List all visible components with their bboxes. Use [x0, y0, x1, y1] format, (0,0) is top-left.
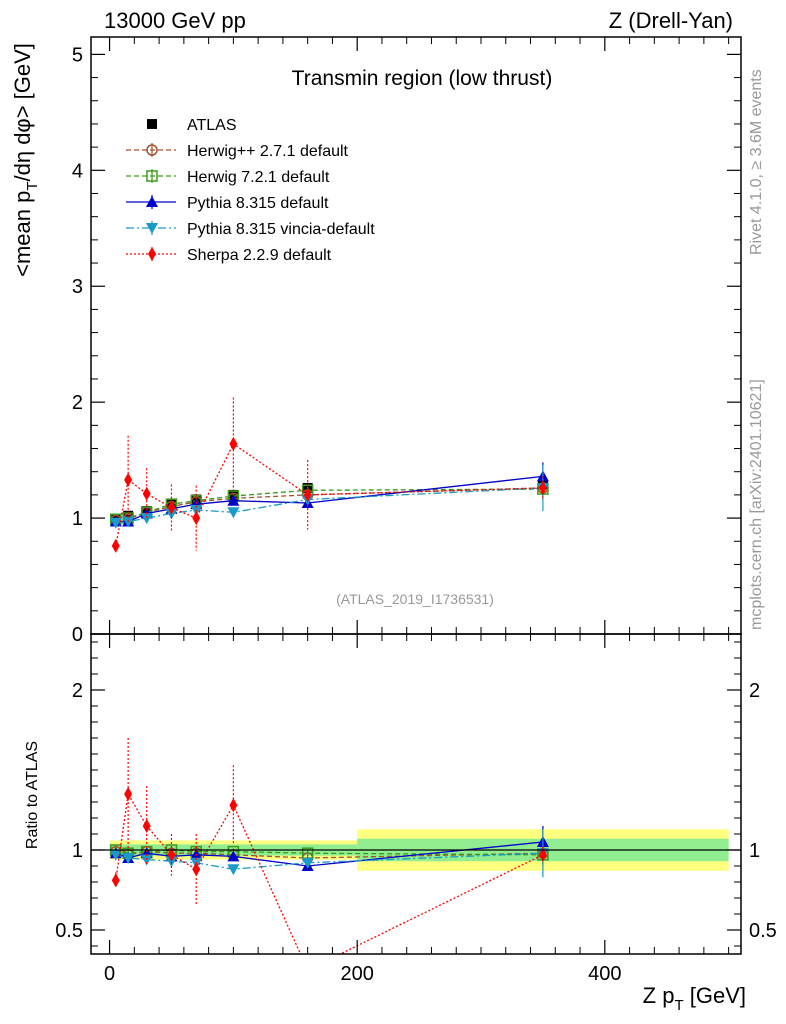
data-point: [192, 511, 201, 526]
legend-marker: [146, 223, 158, 234]
ratio-point: [301, 857, 314, 869]
main-ylabel: <mean pT/dη dφ> [GeV]: [10, 43, 41, 277]
legend-marker: [146, 196, 158, 207]
ratio-point: [227, 864, 240, 876]
ratio-point: [192, 862, 201, 877]
ratio-line: [115, 850, 543, 859]
legend-marker: [148, 247, 156, 261]
legend-item-pythia-8-315-vincia-default: Pythia 8.315 vincia-default: [126, 221, 375, 238]
x-tick-label: 200: [341, 963, 374, 985]
ratio-point: [142, 819, 151, 833]
y-tick-label: 0.5: [55, 920, 83, 942]
data-point: [227, 494, 240, 506]
ratio-point: [229, 798, 238, 813]
legend-item-herwig-7-2-1-default: Herwig 7.2.1 default: [126, 169, 330, 186]
ratio-point: [124, 787, 133, 801]
y-tick-label: 2: [72, 392, 83, 414]
mcplots-label: mcplots.cern.ch [arXiv:2401.10621]: [748, 379, 765, 630]
data-point: [140, 513, 153, 525]
series-herwig-7-2-1-default: [110, 479, 549, 525]
ratio-point: [109, 849, 122, 861]
y-tick-label: 2: [72, 680, 83, 702]
data-point: [122, 516, 135, 528]
series-line: [115, 487, 543, 522]
data-point: [111, 538, 120, 553]
legend-marker: [146, 170, 158, 182]
series-sherpa-2-2-9-default: [111, 397, 547, 553]
ratio-line: [115, 792, 544, 954]
x-tick-label: 0: [104, 963, 115, 985]
legend-marker: [146, 144, 158, 156]
ratio-ylabel: Ratio to ATLAS: [24, 741, 41, 849]
watermark: (ATLAS_2019_I1736531): [336, 591, 494, 607]
data-point: [229, 436, 238, 451]
legend-label: ATLAS: [187, 117, 237, 134]
header-left: 13000 GeV pp: [104, 8, 246, 33]
ratio-point: [304, 963, 312, 977]
y-tick-label: 0: [72, 624, 83, 646]
legend-marker: [147, 119, 157, 129]
y-tick-label: 1: [72, 508, 83, 530]
series-pythia-8-315-vincia-default: [109, 464, 549, 529]
data-point: [109, 517, 122, 529]
y-tick-label: 1: [72, 840, 83, 862]
y-tick-label-right: 1: [749, 840, 760, 862]
legend-item-sherpa-2-2-9-default: Sherpa 2.2.9 default: [126, 247, 332, 264]
data-point: [142, 486, 151, 501]
y-tick-label-right: 0.5: [749, 920, 777, 942]
header-right: Z (Drell-Yan): [609, 8, 733, 33]
ratio-point: [122, 853, 135, 864]
ratio-line: [115, 849, 543, 856]
legend-label: Pythia 8.315 vincia-default: [187, 221, 375, 238]
data-point: [303, 487, 312, 502]
legend-label: Herwig++ 2.7.1 default: [187, 143, 349, 160]
y-tick-label: 5: [72, 44, 83, 66]
x-axis-label: Z pT [GeV]: [643, 983, 746, 1014]
y-tick-label-right: 2: [749, 680, 760, 702]
ratio-point: [140, 854, 153, 866]
legend-item-herwig-2-7-1-default: Herwig++ 2.7.1 default: [126, 143, 349, 160]
main-title: Transmin region (low thrust): [292, 67, 553, 90]
legend: ATLAS Herwig++ 2.7.1 default Herwig 7.2.1 …: [126, 117, 375, 264]
data-point: [167, 500, 176, 515]
data-point: [124, 472, 133, 487]
y-tick-label: 3: [72, 276, 83, 298]
y-tick-label: 4: [72, 160, 83, 182]
series-line: [115, 442, 543, 547]
ratio-series-sherpa-2-2-9-default: [111, 738, 547, 977]
ratio-point: [227, 850, 240, 862]
data-point: [538, 480, 547, 495]
rivet-label: Rivet 4.1.0, ≥ 3.6M events: [748, 69, 765, 255]
ratio-point: [538, 847, 547, 862]
ratio-point: [111, 873, 120, 888]
ratio-point: [167, 847, 176, 862]
legend-item-atlas: ATLAS: [147, 117, 237, 134]
legend-label: Pythia 8.315 default: [187, 195, 329, 212]
panel-frame: [90, 633, 742, 955]
legend-item-pythia-8-315-default: Pythia 8.315 default: [126, 195, 329, 212]
data-point: [227, 507, 240, 519]
series-line: [115, 487, 543, 524]
x-tick-label: 400: [588, 963, 621, 985]
legend-label: Herwig 7.2.1 default: [187, 169, 330, 186]
legend-label: Sherpa 2.2.9 default: [187, 247, 332, 264]
